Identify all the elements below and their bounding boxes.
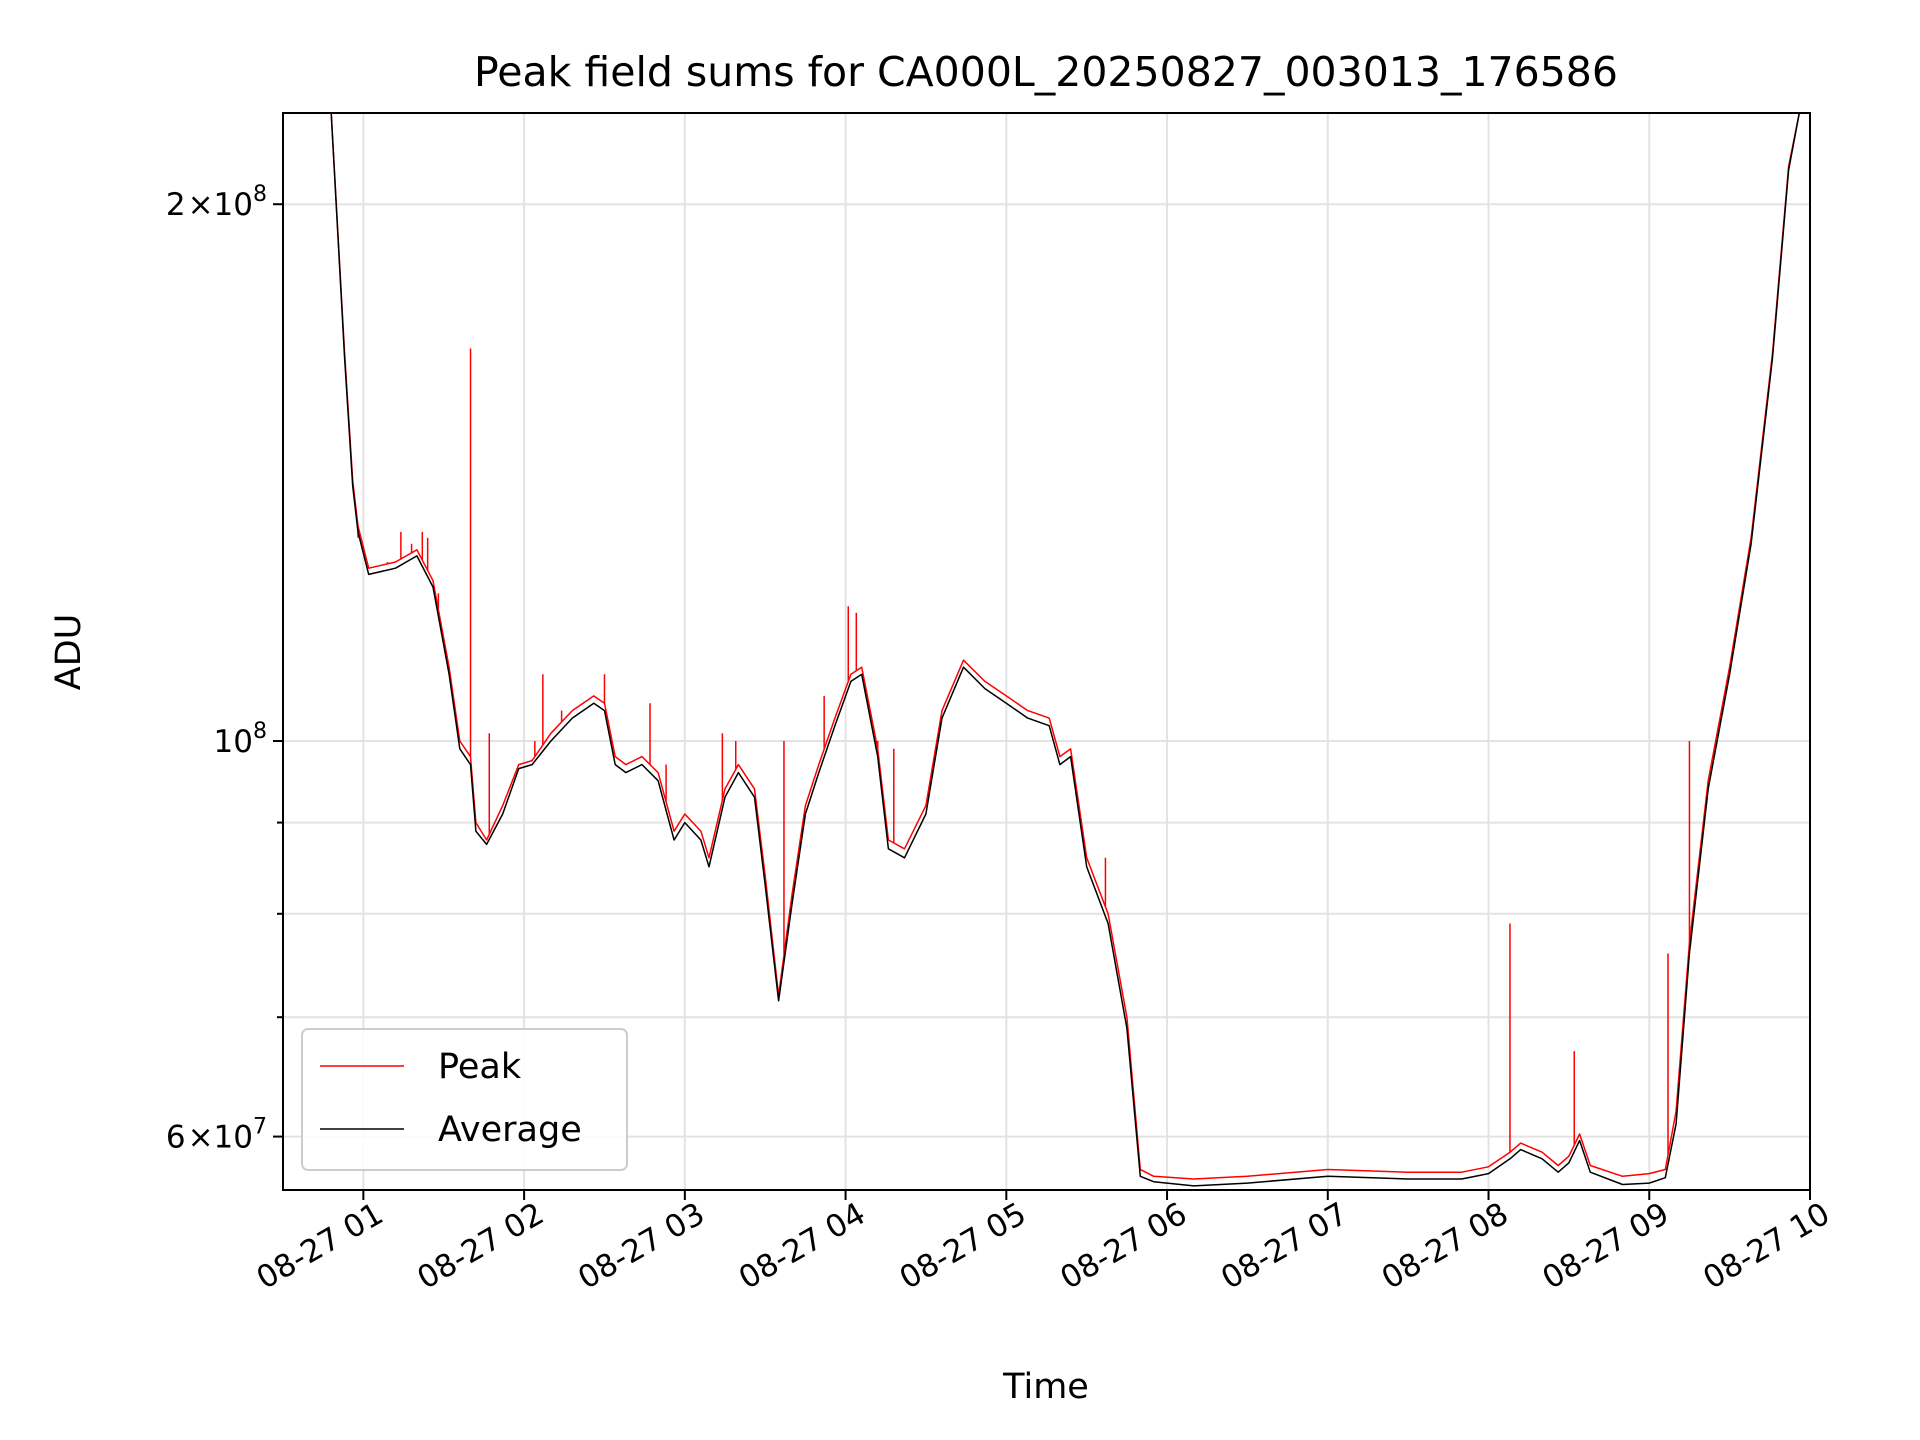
y-tick-base: 10 <box>214 187 253 223</box>
y-tick-label: 6×107 <box>166 1115 267 1156</box>
x-tick-label: 08-27 04 <box>733 1196 872 1297</box>
legend-box <box>301 1028 628 1171</box>
legend: Peak Average <box>301 1028 628 1171</box>
x-tick-label: 08-27 10 <box>1697 1196 1836 1297</box>
y-tick-mantissa: 2 <box>166 187 186 223</box>
x-tick-label: 08-27 07 <box>1215 1196 1354 1297</box>
y-tick-exponent: 8 <box>253 719 267 744</box>
y-tick-times: × <box>188 1120 214 1156</box>
y-axis-label: ADU <box>49 614 89 691</box>
x-tick-label: 08-27 09 <box>1537 1196 1676 1297</box>
legend-label-average: Average <box>438 1110 582 1150</box>
chart-title: Peak field sums for CA000L_20250827_0030… <box>474 48 1618 96</box>
y-tick-base: 10 <box>214 1120 253 1156</box>
series-average <box>330 113 1801 1187</box>
x-tick-label: 08-27 01 <box>251 1196 390 1297</box>
x-tick-label: 08-27 06 <box>1054 1196 1193 1297</box>
y-tick-base: 10 <box>214 724 253 760</box>
y-tick-times: × <box>188 187 214 223</box>
y-tick-exponent: 8 <box>253 182 267 207</box>
y-tick-label: 108 <box>214 719 267 760</box>
y-tick-label: 2×108 <box>166 182 267 223</box>
x-tick-label: 08-27 08 <box>1376 1196 1515 1297</box>
grid-layer <box>283 113 1811 1190</box>
series-peak <box>330 113 1801 1180</box>
series-line-average <box>330 113 1801 1187</box>
data-layer <box>330 113 1801 1187</box>
x-tick-label: 08-27 03 <box>572 1196 711 1297</box>
y-tick-mantissa: 6 <box>166 1120 186 1156</box>
x-axis: 08-27 01 08-27 02 08-27 03 08-27 04 08-27 05… <box>251 1190 1836 1297</box>
x-tick-label: 08-27 05 <box>894 1196 1033 1297</box>
x-tick-label: 08-27 02 <box>411 1196 550 1297</box>
plot-frame <box>282 112 1811 1191</box>
x-axis-label: Time <box>1002 1367 1089 1407</box>
series-line-peak <box>330 113 1801 1180</box>
y-tick-exponent: 7 <box>253 1115 267 1140</box>
legend-label-peak: Peak <box>438 1047 522 1087</box>
